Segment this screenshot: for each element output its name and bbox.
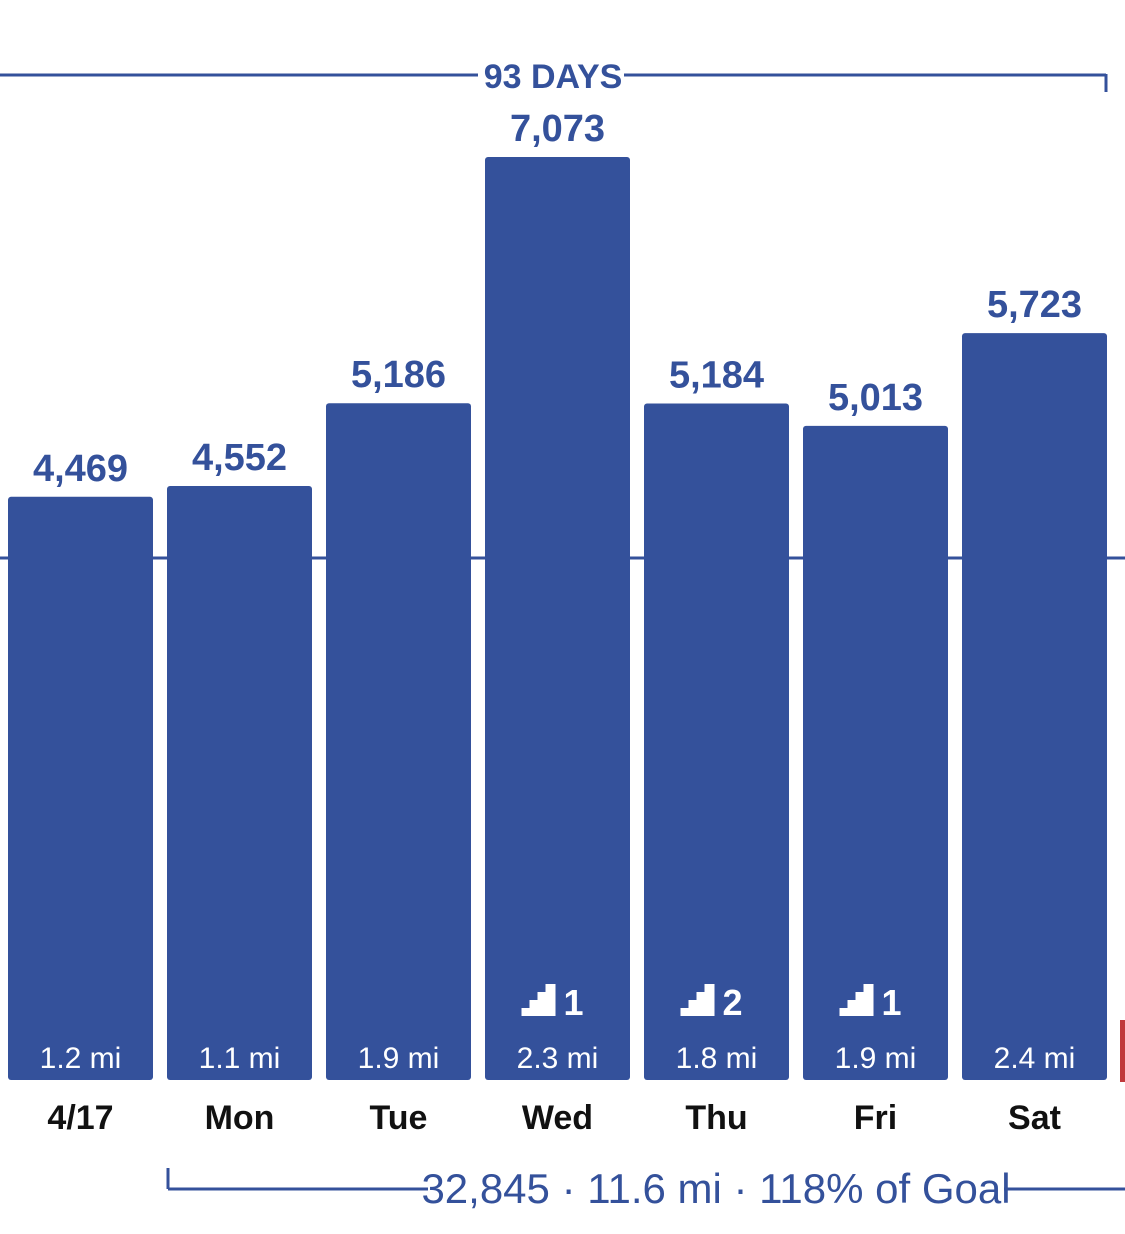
labels-group: 4,469 1.2 mi 4/17 4,552 1.1 mi Mon 5,186 1.9 mi… bbox=[33, 108, 1082, 1137]
day-label-5: Fri bbox=[854, 1099, 897, 1137]
summary-label: 32,845 · 11.6 mi · 118% of Goal bbox=[421, 1165, 1010, 1212]
day-label-1: Mon bbox=[205, 1099, 275, 1137]
stairs-icon bbox=[521, 984, 556, 1016]
bar-4[interactable] bbox=[644, 403, 789, 1080]
value-label-4: 5,184 bbox=[669, 355, 764, 397]
day-label-0: 4/17 bbox=[47, 1099, 113, 1137]
bar-1[interactable] bbox=[167, 485, 312, 1080]
flights-badge-5: 1 bbox=[839, 982, 902, 1023]
stairs-icon bbox=[680, 984, 715, 1016]
value-label-0: 4,469 bbox=[33, 448, 128, 490]
value-label-3: 7,073 bbox=[510, 108, 605, 150]
day-label-2: Tue bbox=[370, 1099, 428, 1137]
distance-label-6: 2.4 mi bbox=[994, 1042, 1076, 1075]
summary-bracket: 32,845 · 11.6 mi · 118% of Goal bbox=[166, 1165, 1125, 1212]
distance-label-1: 1.1 mi bbox=[199, 1042, 281, 1075]
flights-badge-4: 2 bbox=[680, 982, 743, 1023]
distance-label-2: 1.9 mi bbox=[358, 1042, 440, 1075]
flights-count-5: 1 bbox=[882, 982, 902, 1023]
flights-count-3: 1 bbox=[564, 982, 584, 1023]
flights-count-4: 2 bbox=[723, 982, 743, 1023]
value-label-6: 5,723 bbox=[987, 284, 1082, 326]
day-label-4: Thu bbox=[685, 1099, 747, 1137]
distance-label-5: 1.9 mi bbox=[835, 1042, 917, 1075]
value-label-1: 4,552 bbox=[192, 437, 287, 479]
day-label-6: Sat bbox=[1008, 1099, 1061, 1137]
bar-6[interactable] bbox=[962, 333, 1107, 1081]
value-label-5: 5,013 bbox=[828, 377, 923, 419]
distance-label-4: 1.8 mi bbox=[676, 1042, 758, 1075]
day-label-3: Wed bbox=[522, 1099, 593, 1137]
next-bar-edge bbox=[1120, 1020, 1125, 1082]
bar-0[interactable] bbox=[8, 496, 153, 1080]
bars-group bbox=[8, 157, 1107, 1081]
header-label: 93 DAYS bbox=[484, 58, 623, 96]
distance-label-3: 2.3 mi bbox=[517, 1042, 599, 1075]
bar-2[interactable] bbox=[326, 403, 471, 1080]
value-label-2: 5,186 bbox=[351, 354, 446, 396]
bar-3[interactable] bbox=[485, 157, 630, 1080]
header-bracket: 93 DAYS bbox=[0, 58, 1108, 96]
flights-badge-3: 1 bbox=[521, 982, 584, 1023]
stairs-icon bbox=[839, 984, 874, 1016]
distance-label-0: 1.2 mi bbox=[40, 1042, 122, 1075]
bar-5[interactable] bbox=[803, 425, 948, 1081]
